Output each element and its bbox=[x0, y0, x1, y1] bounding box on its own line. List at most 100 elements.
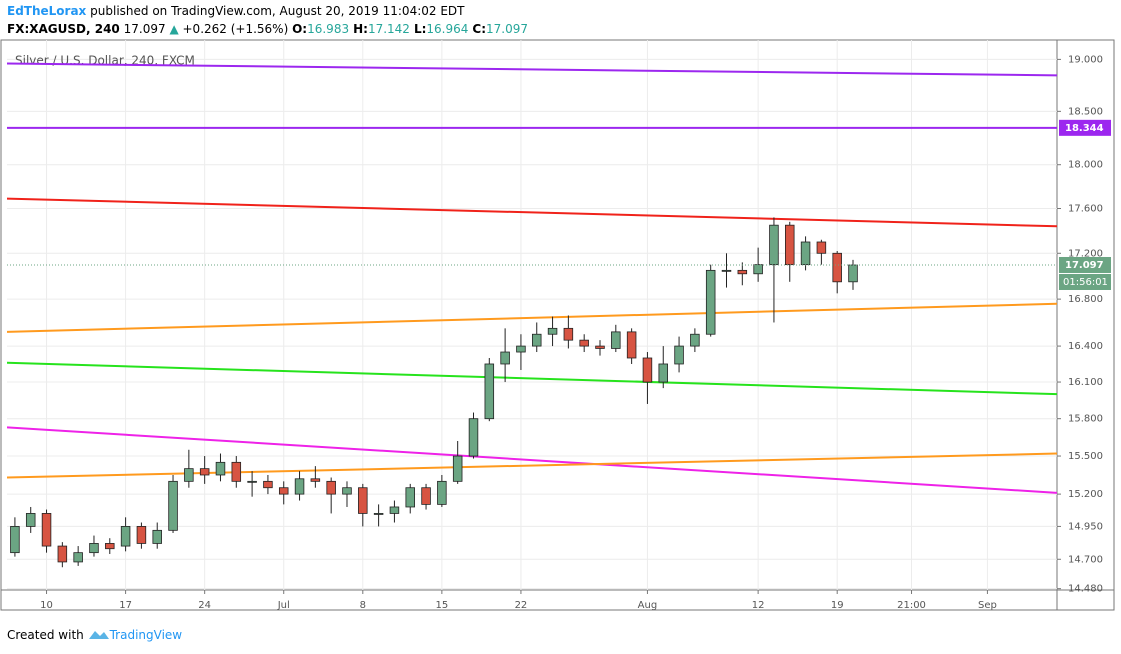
candle-body bbox=[231, 461, 242, 482]
candle-body bbox=[326, 480, 336, 495]
x-tick-label: 22 bbox=[515, 600, 528, 611]
y-tick-label: 14.480 bbox=[1068, 584, 1103, 595]
x-tick-label: 10 bbox=[40, 600, 53, 611]
ohlc-label: L: bbox=[413, 22, 427, 36]
plot-frame bbox=[0, 39, 1115, 611]
candle-body bbox=[626, 331, 637, 359]
candle-body bbox=[263, 480, 273, 489]
x-tick-label: 19 bbox=[831, 600, 844, 611]
candle-body bbox=[184, 468, 194, 482]
ohlc-label: H: bbox=[353, 22, 368, 36]
y-tick-label: 17.600 bbox=[1068, 204, 1103, 215]
trend-line bbox=[7, 302, 1057, 333]
x-tick-label: Jul bbox=[277, 600, 290, 611]
y-tick-label: 14.700 bbox=[1068, 554, 1103, 565]
y-tick-label: 15.500 bbox=[1068, 451, 1103, 462]
candle-body bbox=[358, 487, 368, 514]
x-tick-label: 12 bbox=[752, 600, 765, 611]
trend-line bbox=[7, 62, 1057, 77]
candle-body bbox=[310, 478, 321, 482]
x-tick-label: 15 bbox=[435, 600, 448, 611]
candle-body bbox=[721, 269, 732, 272]
candle-body bbox=[658, 363, 668, 383]
candle-body bbox=[152, 529, 162, 544]
candle-body bbox=[674, 345, 684, 365]
candle-body bbox=[579, 339, 589, 347]
x-tick-label: 8 bbox=[360, 600, 366, 611]
candle-body bbox=[421, 487, 431, 505]
arrow: ▲ bbox=[169, 22, 179, 36]
ohlc-label: O: bbox=[292, 22, 308, 36]
trend-line bbox=[7, 197, 1057, 228]
footer: Created with TradingView bbox=[7, 628, 182, 642]
candle-body bbox=[848, 264, 858, 283]
author[interactable]: EdTheLorax bbox=[7, 4, 87, 18]
candle-body bbox=[294, 478, 305, 495]
candle-body bbox=[611, 331, 621, 349]
candle-body bbox=[595, 345, 605, 349]
candle-body bbox=[563, 327, 574, 341]
last: 17.097 bbox=[123, 22, 166, 36]
price-label-box bbox=[1059, 119, 1111, 136]
ohlc: O:16.983 H:17.142 L:16.964 C:17.097 bbox=[292, 22, 532, 36]
ohlc-label: C: bbox=[472, 22, 486, 36]
candle-body bbox=[800, 241, 811, 266]
price-label-box bbox=[1059, 256, 1111, 273]
candle-body bbox=[373, 513, 384, 515]
candle-body bbox=[136, 526, 147, 544]
trend-line bbox=[7, 426, 1057, 494]
candle-body bbox=[389, 506, 400, 514]
y-tick-label: 18.500 bbox=[1068, 106, 1103, 117]
candle-body bbox=[199, 468, 210, 476]
brand[interactable]: TradingView bbox=[109, 628, 183, 642]
y-tick-label: 15.200 bbox=[1068, 489, 1103, 500]
ohlc-value: 16.983 bbox=[307, 22, 350, 36]
y-tick-label: 19.000 bbox=[1068, 54, 1103, 65]
candle-body bbox=[516, 345, 526, 353]
candle-body bbox=[25, 513, 36, 527]
countdown: 01:56:01 bbox=[1063, 277, 1108, 288]
candle-body bbox=[342, 487, 352, 495]
candle-body bbox=[737, 269, 748, 275]
x-tick-label: 17 bbox=[119, 600, 132, 611]
candle-body bbox=[247, 480, 257, 483]
plot bbox=[7, 62, 1057, 568]
x-tick-label: 24 bbox=[198, 600, 211, 611]
ohlc-value: 16.964 bbox=[426, 22, 469, 36]
candle-body bbox=[405, 487, 415, 508]
candle-body bbox=[168, 480, 178, 531]
candle-body bbox=[816, 241, 827, 254]
countdown-box bbox=[1059, 273, 1111, 290]
candle-body bbox=[642, 357, 653, 383]
candle-body bbox=[10, 526, 20, 554]
candle-body bbox=[484, 363, 495, 420]
header-line-2: FX:XAGUSD, 240 17.097 ▲ +0.262 (+1.56%) … bbox=[7, 22, 532, 36]
candle-body bbox=[120, 526, 131, 547]
created: Created with bbox=[7, 628, 84, 642]
candle-body bbox=[785, 224, 795, 266]
price-label: 18.344 bbox=[1065, 123, 1104, 134]
candle-body bbox=[832, 252, 842, 283]
candle-body bbox=[41, 513, 52, 547]
candle-body bbox=[452, 455, 463, 482]
candle-body bbox=[500, 351, 510, 365]
change: +0.262 (+1.56%) bbox=[182, 22, 289, 36]
candle-body bbox=[215, 461, 226, 476]
candle-body bbox=[89, 543, 99, 554]
y-tick-label: 14.950 bbox=[1068, 521, 1103, 532]
y-tick-label: 16.800 bbox=[1068, 294, 1103, 305]
x-tick-label: 21:00 bbox=[897, 600, 926, 611]
symbol: FX:XAGUSD, 240 bbox=[7, 22, 120, 36]
candle-body bbox=[547, 327, 558, 335]
logo bbox=[88, 631, 109, 639]
ohlc-value: 17.142 bbox=[367, 22, 410, 36]
y-tick-label: 18.000 bbox=[1068, 160, 1103, 171]
candle-body bbox=[73, 552, 83, 563]
candle-body bbox=[105, 543, 115, 550]
candle-body bbox=[468, 418, 479, 457]
trend-line bbox=[7, 452, 1057, 479]
header-line-1: EdTheLorax published on TradingView.com,… bbox=[7, 4, 464, 18]
trend-line bbox=[7, 361, 1057, 396]
published: published on TradingView.com, August 20,… bbox=[90, 4, 465, 18]
